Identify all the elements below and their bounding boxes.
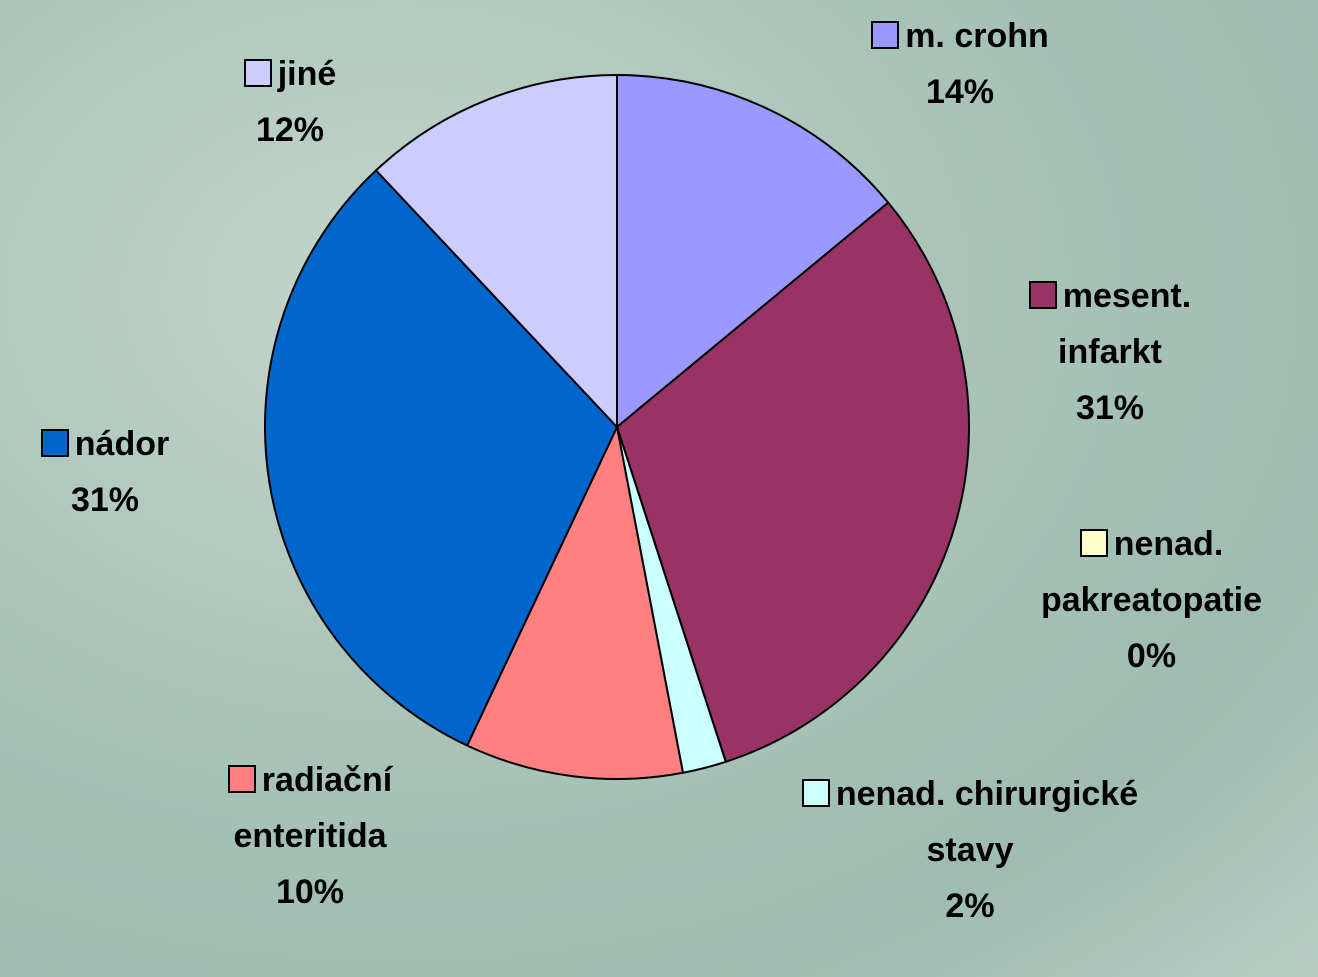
pie-slice	[264, 168, 619, 747]
legend-swatch	[871, 21, 900, 49]
category-name: nenad. pakreatopatie	[1040, 525, 1263, 619]
category-name: nenad. chirurgické stavy	[835, 775, 1139, 869]
value-label: 31%	[70, 481, 140, 519]
legend-swatch	[1028, 281, 1057, 309]
slice-label: jiné 12%	[195, 46, 385, 158]
slice-label: nenad. pakreatopatie 0%	[985, 516, 1318, 684]
value-label: 2%	[945, 887, 995, 925]
pie-slice	[616, 73, 890, 430]
value-label: 10%	[275, 873, 345, 911]
slice-label: mesent. infarkt 31%	[985, 268, 1235, 436]
slice-label: nenad. chirurgické stavy 2%	[800, 766, 1140, 934]
category-name: radiační enteritida	[233, 761, 393, 855]
legend-swatch	[227, 765, 256, 793]
pie-slice	[374, 73, 618, 430]
category-name: jiné	[277, 55, 337, 93]
legend-swatch	[243, 59, 272, 87]
category-name: nádor	[74, 425, 170, 463]
slice-label: m. crohn 14%	[830, 8, 1090, 120]
value-label: 14%	[925, 73, 995, 111]
legend-swatch	[801, 779, 830, 807]
legend-swatch	[40, 429, 69, 457]
slice-label: nádor 31%	[5, 416, 205, 528]
pie-slice	[615, 201, 970, 764]
value-label: 0%	[1126, 637, 1177, 675]
value-label: 12%	[255, 111, 325, 149]
value-label: 31%	[1075, 389, 1145, 427]
category-name: m. crohn	[905, 17, 1049, 55]
category-name: mesent. infarkt	[1058, 277, 1192, 371]
legend-swatch	[1079, 529, 1108, 557]
slice-label: radiační enteritida 10%	[160, 752, 460, 920]
pie-slice	[465, 423, 685, 780]
